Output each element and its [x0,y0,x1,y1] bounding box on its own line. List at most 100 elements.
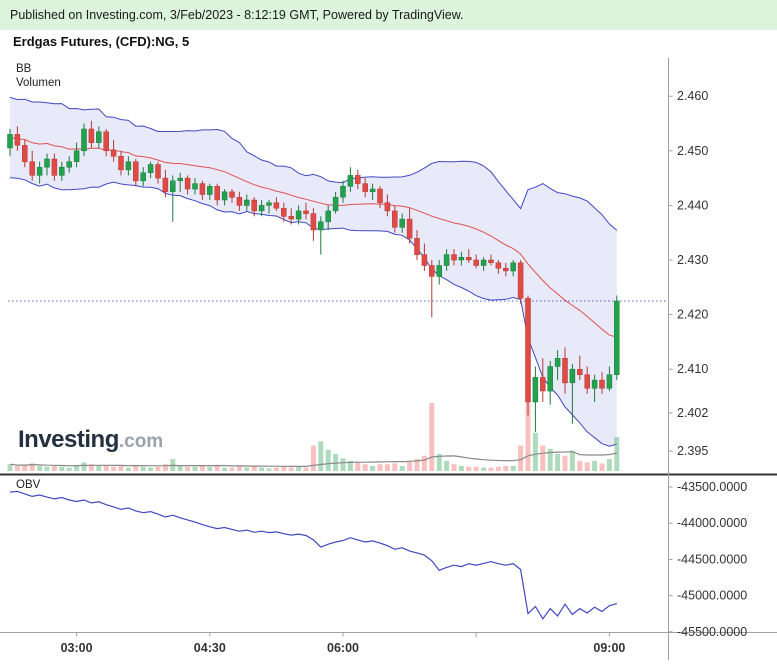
volume-bar [96,465,102,471]
candle-body [22,145,28,163]
volume-bar [118,465,124,471]
volume-bar [436,454,442,471]
candle-body [184,177,191,190]
volume-bar [481,467,487,471]
candle-body [517,262,524,299]
candle-body [273,202,280,209]
candle-body [207,186,213,195]
candle-body [488,259,494,263]
candles-layer [7,120,620,432]
volume-bar [199,465,205,471]
volume-bar [355,462,361,471]
volume-bar [384,464,390,471]
volume-bar [303,467,309,471]
volume-layer [7,386,620,472]
candle-body [473,259,479,266]
candle-body [429,265,435,277]
volume-bar [458,465,464,471]
candle-body [584,374,590,389]
volume-indicator-label[interactable]: Volumen [16,77,61,89]
candle-body [258,205,265,212]
candle-body [214,186,220,201]
candle-body [266,202,272,206]
candle-body [244,199,250,206]
volume-bar [288,467,294,471]
candle-body [229,191,235,198]
volume-bar [7,464,13,471]
candle-body [369,188,376,192]
volume-bar [177,465,183,471]
candle-body [384,202,391,212]
volume-bar [488,467,494,471]
obv-indicator-label[interactable]: OBV [16,479,41,491]
candle-body [606,374,613,389]
volume-bar [148,467,154,471]
candle-body [414,237,420,255]
volume-bar [44,466,50,472]
price-axis[interactable]: 2.460 2.450 2.440 2.430 2.420 2.410 2.402 2.395 [668,89,709,458]
time-axis[interactable]: 03:00 04:30 06:00 09:00 [61,632,626,656]
price-tick-label: 2.420 [677,308,708,322]
volume-bar [540,445,546,471]
candle-body [421,254,428,266]
watermark-brand-text: Investing [18,426,119,453]
time-tick-label: 03:00 [61,641,93,655]
obv-axis[interactable]: -43500.0000 -44000.0000 -44500.0000 -45000.… [668,480,748,639]
candle-body [192,183,198,190]
volume-bar [51,465,57,471]
candle-body [147,164,154,173]
candle-body [355,175,361,184]
candle-body [155,164,161,179]
candle-body [325,210,331,223]
candle-body [81,128,87,152]
volume-bar [451,464,457,471]
volume-bar [614,437,620,471]
volume-bar [407,460,413,471]
candle-body [36,166,43,176]
price-tick-label: 2.460 [677,89,708,103]
volume-bar [222,467,228,471]
volume-bar [325,449,331,472]
volume-bar [532,432,538,472]
obv-tick-label: -44500.0000 [677,552,747,566]
candle-body [66,161,72,168]
obv-line [9,490,617,620]
volume-bar [133,465,139,472]
candle-body [406,218,413,239]
candle-body [236,196,243,206]
price-tick-label: 2.440 [677,198,708,212]
candle-body [133,161,139,182]
volume-bar [22,465,28,472]
candle-body [96,131,102,143]
obv-tick-label: -45000.0000 [677,589,747,603]
candle-body [221,191,228,201]
candle-body [377,188,383,203]
candle-body [303,210,309,214]
investing-watermark: Investing.com [18,426,163,454]
obv-tick-label: -43500.0000 [677,480,747,494]
candle-body [480,259,487,266]
symbol-title: Erdgas Futures, (CFD):NG, 5 [13,34,190,49]
volume-bar [155,466,161,472]
volume-bar [362,464,368,471]
volume-bar [606,459,612,471]
volume-bar [111,466,117,472]
volume-bar [259,467,265,471]
candle-body [347,175,354,187]
candle-body [591,379,598,389]
candle-body [443,254,450,266]
volume-bar [14,465,20,471]
candle-body [532,377,539,403]
volume-bar [229,467,235,471]
candle-body [103,131,109,152]
candle-body [125,161,132,171]
candle-body [599,379,605,389]
volume-bar [518,445,524,471]
volume-bar [525,386,531,471]
candle-body [288,216,294,220]
volume-bar [466,466,472,472]
bb-indicator-label[interactable]: BB [16,63,32,75]
candle-body [251,199,257,212]
volume-bar [495,466,501,472]
